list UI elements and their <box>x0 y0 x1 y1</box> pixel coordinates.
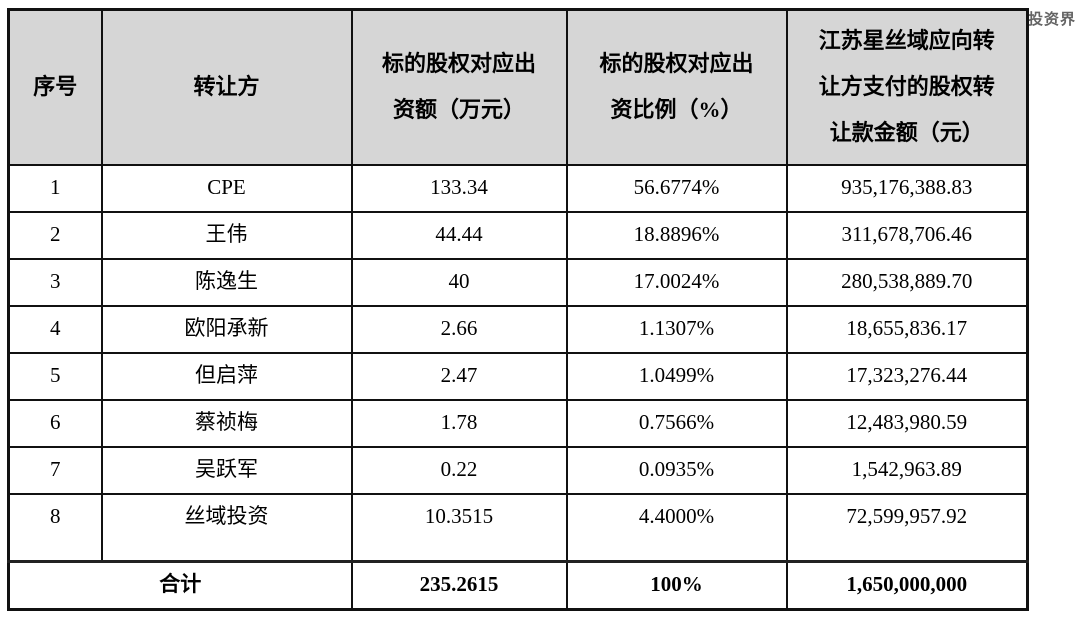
cell-amount: 10.3515 <box>350 492 568 563</box>
table-header: 序号 转让方 标的股权对应出 资额（万元） 标的股权对应出 资比例（%） 江苏星… <box>7 8 1029 166</box>
table-row: 4 欧阳承新 2.66 1.1307% 18,655,836.17 <box>7 304 1029 354</box>
header-row: 序号 转让方 标的股权对应出 资额（万元） 标的股权对应出 资比例（%） 江苏星… <box>7 8 1029 166</box>
cell-payment: 1,542,963.89 <box>785 445 1029 495</box>
cell-ratio: 0.7566% <box>565 398 788 448</box>
table-row: 2 王伟 44.44 18.8896% 311,678,706.46 <box>7 210 1029 260</box>
header-payment-amount: 江苏星丝域应向转 让方支付的股权转 让款金额（元） <box>785 8 1029 166</box>
total-payment: 1,650,000,000 <box>785 560 1029 611</box>
table-row: 1 CPE 133.34 56.6774% 935,176,388.83 <box>7 163 1029 213</box>
table-row: 7 吴跃军 0.22 0.0935% 1,542,963.89 <box>7 445 1029 495</box>
cell-transferor: 王伟 <box>100 210 353 260</box>
table-body: 1 CPE 133.34 56.6774% 935,176,388.83 2 王… <box>7 163 1029 611</box>
cell-ratio: 4.4000% <box>565 492 788 563</box>
cell-serial: 6 <box>7 398 103 448</box>
cell-amount: 40 <box>350 257 568 307</box>
equity-transfer-table: 序号 转让方 标的股权对应出 资额（万元） 标的股权对应出 资比例（%） 江苏星… <box>7 8 1029 611</box>
cell-transferor: 欧阳承新 <box>100 304 353 354</box>
cell-payment: 12,483,980.59 <box>785 398 1029 448</box>
cell-payment: 18,655,836.17 <box>785 304 1029 354</box>
table-row: 6 蔡祯梅 1.78 0.7566% 12,483,980.59 <box>7 398 1029 448</box>
header-serial-number: 序号 <box>7 8 103 166</box>
cell-payment: 72,599,957.92 <box>785 492 1029 563</box>
cell-serial: 5 <box>7 351 103 401</box>
total-row: 合计 235.2615 100% 1,650,000,000 <box>7 560 1029 611</box>
cell-ratio: 18.8896% <box>565 210 788 260</box>
cell-serial: 2 <box>7 210 103 260</box>
header-capital-ratio: 标的股权对应出 资比例（%） <box>565 8 788 166</box>
header-capital-amount: 标的股权对应出 资额（万元） <box>350 8 568 166</box>
cell-ratio: 17.0024% <box>565 257 788 307</box>
cell-ratio: 1.0499% <box>565 351 788 401</box>
cell-serial: 1 <box>7 163 103 213</box>
cell-transferor: 陈逸生 <box>100 257 353 307</box>
cell-amount: 1.78 <box>350 398 568 448</box>
cell-amount: 2.66 <box>350 304 568 354</box>
cell-amount: 2.47 <box>350 351 568 401</box>
table-row: 8 丝域投资 10.3515 4.4000% 72,599,957.92 <box>7 492 1029 563</box>
table-row: 5 但启萍 2.47 1.0499% 17,323,276.44 <box>7 351 1029 401</box>
cell-ratio: 1.1307% <box>565 304 788 354</box>
cell-transferor: CPE <box>100 163 353 213</box>
cell-ratio: 56.6774% <box>565 163 788 213</box>
cell-payment: 17,323,276.44 <box>785 351 1029 401</box>
total-ratio: 100% <box>565 560 788 611</box>
cell-transferor: 丝域投资 <box>100 492 353 563</box>
cell-amount: 44.44 <box>350 210 568 260</box>
cell-serial: 4 <box>7 304 103 354</box>
cell-payment: 311,678,706.46 <box>785 210 1029 260</box>
cell-serial: 7 <box>7 445 103 495</box>
cell-amount: 133.34 <box>350 163 568 213</box>
cell-payment: 280,538,889.70 <box>785 257 1029 307</box>
total-amount: 235.2615 <box>350 560 568 611</box>
total-label: 合计 <box>7 560 353 611</box>
header-transferor: 转让方 <box>100 8 353 166</box>
cell-ratio: 0.0935% <box>565 445 788 495</box>
cell-transferor: 蔡祯梅 <box>100 398 353 448</box>
table-row: 3 陈逸生 40 17.0024% 280,538,889.70 <box>7 257 1029 307</box>
cell-serial: 3 <box>7 257 103 307</box>
cell-serial: 8 <box>7 492 103 563</box>
cell-payment: 935,176,388.83 <box>785 163 1029 213</box>
cell-transferor: 但启萍 <box>100 351 353 401</box>
cell-amount: 0.22 <box>350 445 568 495</box>
cell-transferor: 吴跃军 <box>100 445 353 495</box>
